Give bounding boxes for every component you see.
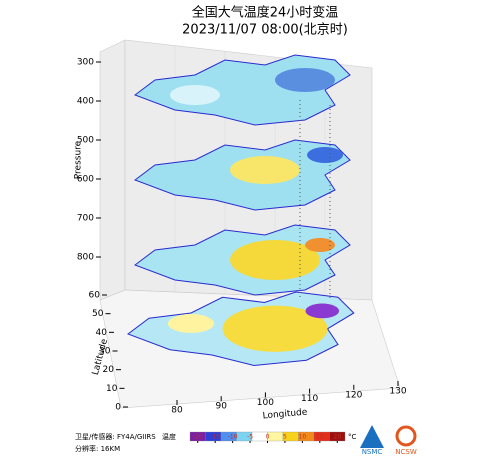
left-pane — [99, 39, 126, 301]
y-tick-label: 60 — [89, 291, 101, 301]
z-tick-label: 300 — [77, 58, 94, 68]
colorbar-tick-label: -10 — [228, 434, 238, 441]
colorbar-tick-label: 20 — [333, 434, 341, 441]
footer-resolution: 分辨率: 16KM — [75, 444, 120, 453]
colorbar-tick-label: -15 — [210, 434, 220, 441]
layer-surface — [127, 291, 355, 367]
colorbar-unit: °C — [348, 433, 357, 441]
colorbar-segment — [267, 431, 284, 442]
x-tick-label: 120 — [345, 390, 362, 400]
colorbar-tick-label: 10 — [299, 434, 307, 441]
colorbar-tick-label: -5 — [247, 434, 253, 441]
y-tick-label: 30 — [99, 347, 111, 357]
z-tick-label: 700 — [77, 214, 94, 224]
x-tick-label: 90 — [215, 402, 227, 412]
logo-ncsw-icon — [395, 425, 417, 447]
y-tick-label: 40 — [96, 328, 108, 338]
z-tick-label: 800 — [77, 253, 94, 263]
y-tick-label: 10 — [106, 384, 118, 394]
chart-title: 全国大气温度24小时变温 — [192, 5, 339, 21]
z-tick-label: 400 — [77, 97, 94, 107]
y-tick-label: 50 — [92, 309, 104, 319]
x-tick-label: 100 — [257, 398, 274, 408]
layer-700 — [134, 224, 351, 296]
colorbar-tick-label: 0 — [266, 434, 270, 441]
z-axis-label: Pressure — [74, 140, 84, 179]
colorbar-label: 温度 — [162, 432, 176, 441]
chart-subtitle: 2023/11/07 08:00(北京时) — [182, 23, 348, 38]
colorbar-tick-label: 5 — [283, 434, 287, 441]
layer-500 — [134, 139, 351, 211]
footer-satellite: 卫星/传感器: FY4A/GIIRS — [75, 432, 156, 441]
x-tick-label: 130 — [389, 387, 406, 397]
colorbar-tick-label: 15 — [316, 434, 324, 441]
x-tick-label: 110 — [301, 394, 318, 404]
y-tick-label: 20 — [103, 365, 115, 375]
colorbar-tick-label: -20 — [193, 434, 203, 441]
x-axis-label: Longitude — [262, 408, 308, 422]
layer-400 — [134, 54, 351, 126]
x-tick-label: 80 — [171, 406, 183, 416]
logo-nsmc: NSMC — [362, 448, 383, 456]
z-tick-label: 500 — [77, 136, 94, 146]
logo-ncsw: NCSW — [395, 448, 417, 456]
y-tick-label: 0 — [115, 403, 121, 413]
logo-nsmc-icon — [360, 425, 384, 448]
z-tick-label: 600 — [77, 175, 94, 185]
